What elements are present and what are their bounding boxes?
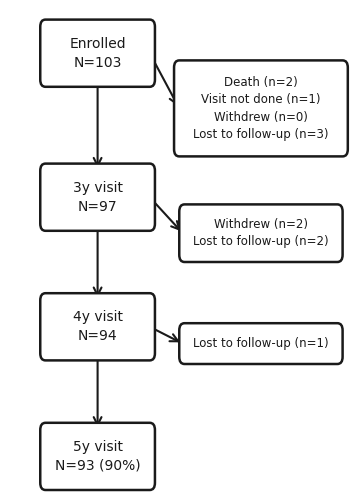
FancyBboxPatch shape [179,204,342,262]
FancyBboxPatch shape [40,293,155,360]
Text: 5y visit
N=93 (90%): 5y visit N=93 (90%) [55,440,140,473]
FancyBboxPatch shape [40,164,155,231]
FancyBboxPatch shape [179,323,342,364]
Text: 4y visit
N=94: 4y visit N=94 [73,310,123,344]
Text: Withdrew (n=2)
Lost to follow-up (n=2): Withdrew (n=2) Lost to follow-up (n=2) [193,218,329,248]
Text: Enrolled
N=103: Enrolled N=103 [69,36,126,70]
Text: Death (n=2)
Visit not done (n=1)
Withdrew (n=0)
Lost to follow-up (n=3): Death (n=2) Visit not done (n=1) Withdre… [193,76,329,141]
FancyBboxPatch shape [40,20,155,87]
Text: Lost to follow-up (n=1): Lost to follow-up (n=1) [193,337,329,350]
FancyBboxPatch shape [40,423,155,490]
FancyBboxPatch shape [174,60,348,156]
Text: 3y visit
N=97: 3y visit N=97 [73,180,123,214]
